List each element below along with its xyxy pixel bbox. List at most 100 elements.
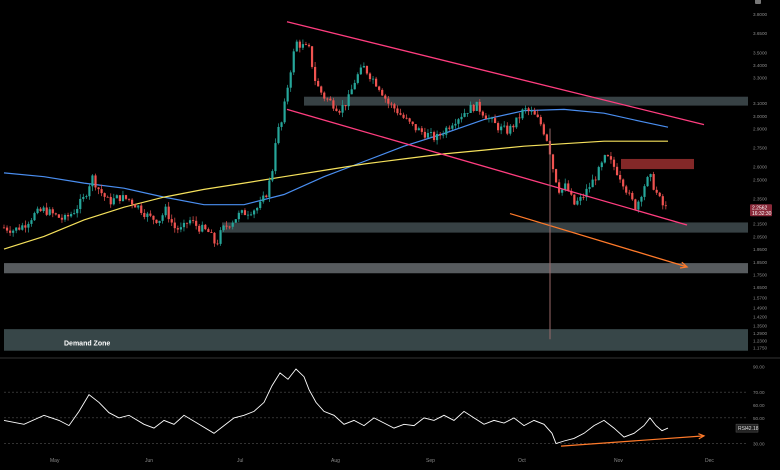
candle-body (188, 220, 192, 224)
candle-body (307, 44, 311, 47)
candle-body (631, 192, 634, 200)
candle-body (371, 78, 375, 80)
candle-body (234, 219, 237, 223)
candle-body (155, 219, 158, 223)
candle-body (533, 110, 536, 115)
candle-body (54, 213, 57, 215)
candle-body (33, 213, 36, 221)
candle-body (259, 201, 262, 208)
candle-body (12, 230, 15, 233)
candle-body (472, 104, 475, 111)
moving-averages (3, 108, 669, 250)
price-tick-label: 1.6500 (753, 285, 767, 290)
price-zone-0 (304, 96, 748, 106)
candle-body (63, 214, 67, 220)
rsi-divergence-arrowhead (698, 433, 706, 440)
candle-body (192, 220, 195, 222)
candle-body (390, 103, 393, 105)
trendline-0 (286, 21, 705, 126)
candle-body (399, 113, 402, 115)
price-tick-label: 1.1750 (753, 346, 767, 351)
rsi-line (3, 368, 669, 445)
price-tick-label: 1.5700 (753, 295, 767, 300)
price-tick-label: 2.7500 (753, 146, 767, 151)
candle-body (338, 111, 341, 113)
candle-body (274, 143, 277, 172)
candle-body (484, 115, 487, 119)
candle-body (637, 201, 640, 210)
trendline-1 (286, 108, 688, 226)
candle-body (509, 125, 512, 134)
trendline-arrowhead-2 (679, 261, 689, 269)
rsi-indicator-name: RSI (738, 426, 746, 432)
candle-body (271, 171, 274, 181)
price-tick-label: 3.0000 (753, 114, 767, 119)
candle-body (381, 89, 384, 96)
candle-body (100, 189, 103, 194)
candle-body (42, 207, 45, 212)
candle-body (478, 101, 481, 112)
candle-body (661, 196, 664, 206)
candle-body (286, 87, 289, 102)
candle-body (423, 131, 426, 138)
last-price-badge: 2.2562 16:32:30 (750, 204, 772, 217)
candle-body (439, 133, 442, 136)
candle-body (170, 219, 173, 223)
candle-body (106, 196, 109, 198)
candle-body (292, 51, 295, 73)
candle-body (539, 117, 542, 125)
candle-body (469, 104, 472, 113)
candle-body (219, 230, 222, 244)
price-zone-4 (621, 158, 694, 170)
candle-body (195, 220, 198, 226)
candle-body (213, 232, 216, 244)
rsi-value: 42.18 (746, 426, 759, 432)
candle-body (387, 98, 390, 104)
candle-body (283, 101, 286, 123)
candle-body (362, 66, 365, 68)
candle-body (503, 125, 506, 127)
candle-body (216, 243, 219, 245)
rsi-tick-label: 70.00 (753, 390, 765, 395)
price-tick-label: 1.3500 (753, 323, 767, 328)
time-tick-label: Aug (331, 458, 340, 464)
candle-body (97, 187, 100, 190)
candle-body (24, 225, 27, 228)
candle-body (405, 117, 408, 119)
price-zone-2 (4, 263, 748, 274)
candle-body (228, 226, 231, 228)
candle-body (536, 114, 539, 118)
price-tick-label: 3.6500 (753, 31, 767, 36)
time-tick-label: Jun (145, 458, 153, 464)
candle-body (466, 112, 469, 114)
candle-body (185, 222, 189, 224)
last-price-value: 2.2562 (752, 205, 768, 211)
candle-body (310, 46, 314, 67)
candle-body (36, 208, 39, 214)
candle-body (521, 109, 524, 119)
candle-body (222, 225, 225, 231)
candle-body (551, 154, 555, 170)
candle-body (655, 189, 658, 193)
price-tick-label: 3.5000 (753, 50, 767, 55)
candle-body (262, 195, 265, 202)
candle-body (350, 89, 353, 95)
candle-body (256, 207, 259, 211)
candle-body (664, 205, 667, 207)
candle-body (329, 98, 332, 101)
candle-body (146, 213, 149, 217)
rsi-value-badge: RSI 42.18 (735, 423, 759, 433)
candle-body (506, 125, 509, 134)
candle-body (118, 195, 121, 201)
candle-body (463, 113, 466, 117)
candle-body (594, 179, 597, 181)
candle-body (436, 133, 439, 141)
candle-body (301, 44, 304, 48)
candle-body (289, 72, 292, 88)
candle-body (612, 159, 616, 167)
candle-body (487, 118, 491, 119)
candle-body (573, 194, 576, 205)
candle-body (619, 175, 622, 180)
candle-body (21, 225, 24, 230)
candle-body (564, 183, 567, 190)
